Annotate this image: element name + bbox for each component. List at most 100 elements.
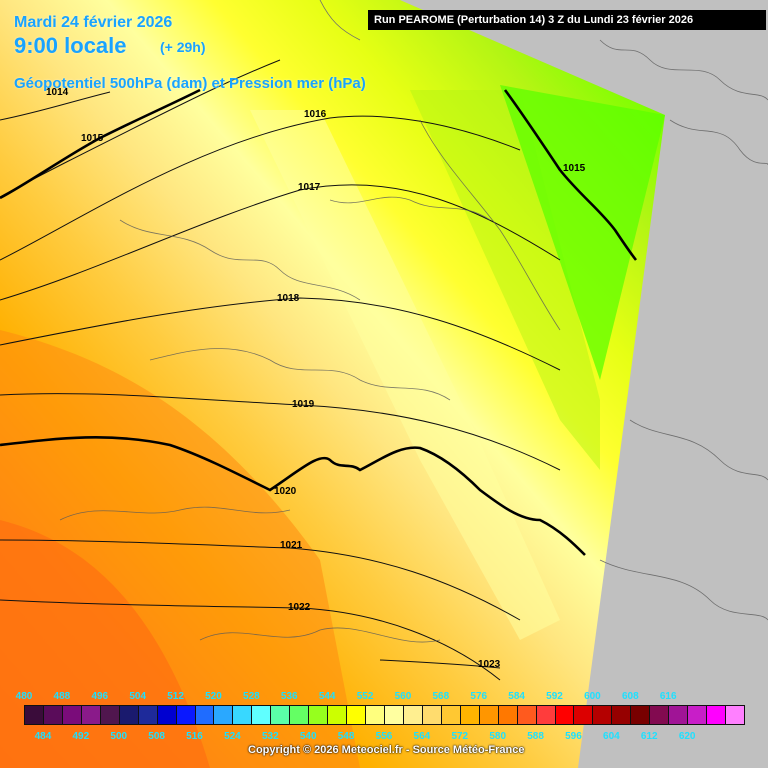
color-swatch [365,705,385,725]
field-band-light-green [410,90,600,470]
color-swatch [61,705,82,725]
field-band-green [500,85,665,380]
scale-top-label: 552 [356,691,374,702]
scale-top-label: 480 [15,691,33,702]
color-swatch [156,705,177,725]
scale-top-label: 600 [584,691,601,702]
color-swatch [516,705,537,725]
run-info-banner: Run PEAROME (Perturbation 14) 3 Z du Lun… [368,10,766,30]
isobar-1015-east-bold [503,89,638,261]
scale-bottom-label: 620 [678,731,696,742]
scale-top-label: 576 [470,691,488,702]
color-scale-legend [24,705,745,725]
lead-time: (+ 29h) [160,39,206,55]
scale-bottom-label: 508 [148,731,165,742]
scale-top-label: 520 [205,691,222,702]
scale-bottom-label: 484 [34,731,52,742]
border-line [419,119,561,331]
scale-top-label: 592 [546,691,563,702]
isobar-1019 [0,393,561,471]
color-swatch [137,705,158,725]
outside-border [599,559,768,621]
scale-bottom-label: 548 [337,731,355,742]
scale-bottom-label: 612 [640,731,658,742]
outside-border [599,39,768,101]
isobar-1020-bold [0,436,586,556]
color-swatch [99,705,120,725]
scale-bottom-label: 604 [603,731,620,742]
scale-top-label: 496 [91,691,109,702]
isobar-1016 [0,115,521,261]
field-band-pale-yellow [250,110,560,640]
scale-top-label: 536 [280,691,298,702]
scale-top-label: 616 [659,691,677,702]
color-swatch [42,705,63,725]
isobar-label: 1014 [46,87,69,98]
scale-bottom-label: 540 [299,731,317,742]
outside-border [669,119,768,166]
isobar-label: 1015 [563,163,586,174]
isobar-1022 [0,599,501,681]
outside-border [629,419,768,481]
scale-top-label: 584 [508,691,525,702]
isobar-label: 1018 [277,293,300,304]
color-swatch [440,705,461,725]
color-swatch [478,705,499,725]
border-line [59,506,291,521]
color-swatch [194,705,215,725]
color-swatch [24,705,44,725]
color-swatch [497,705,518,725]
isobars [0,59,561,681]
scale-bottom-label: 564 [413,731,431,742]
isobar-label: 1019 [292,399,315,410]
outside-borders [319,0,768,621]
scale-top-label: 544 [318,691,336,702]
color-swatch [384,705,404,725]
scale-top-label: 488 [53,691,71,702]
isobar-label: 1022 [288,602,311,613]
color-swatch [611,705,632,725]
borders [59,119,561,643]
isobar-label: 1023 [478,659,501,670]
color-swatch [687,705,708,725]
isobar-1017 [0,184,561,301]
color-swatch [346,705,367,725]
isobar-1021 [0,539,521,621]
isobar-label: 1020 [274,486,297,497]
forecast-time: 9:00 locale [14,33,127,58]
color-swatch [573,705,594,725]
copyright-text: Copyright © 2026 Meteociel.fr - Source M… [248,744,525,756]
color-swatch [251,705,272,725]
scale-bottom-label: 524 [224,731,241,742]
scale-bottom-label: 572 [451,731,469,742]
color-swatch [402,705,423,725]
scale-top-label: 528 [243,691,260,702]
scale-bottom-label: 556 [375,731,393,742]
scale-top-label: 608 [621,691,639,702]
parameter-title: Géopotentiel 500hPa (dam) et Pression me… [14,75,366,92]
color-swatch [725,705,745,725]
scale-top-label: 512 [167,691,184,702]
isobar-label: 1016 [304,109,327,120]
isobar-1018 [0,297,561,371]
color-swatch [308,705,329,725]
color-swatch [289,705,310,725]
scale-bottom-label: 516 [186,731,203,742]
color-swatch [421,705,442,725]
isobar-1014 [0,91,111,121]
color-swatch [630,705,651,725]
color-swatch [213,705,234,725]
scale-bottom-label: 580 [489,731,507,742]
color-swatch [535,705,556,725]
scale-bottom-label: 596 [565,731,582,742]
isobar-1023 [379,659,501,669]
color-swatch [327,705,348,725]
color-swatch [80,705,101,725]
color-swatch [118,705,139,725]
bold-isobars [0,88,638,556]
border-line [329,196,491,221]
forecast-date: Mardi 24 février 2026 [14,14,173,31]
scale-bottom-label: 588 [527,731,544,742]
